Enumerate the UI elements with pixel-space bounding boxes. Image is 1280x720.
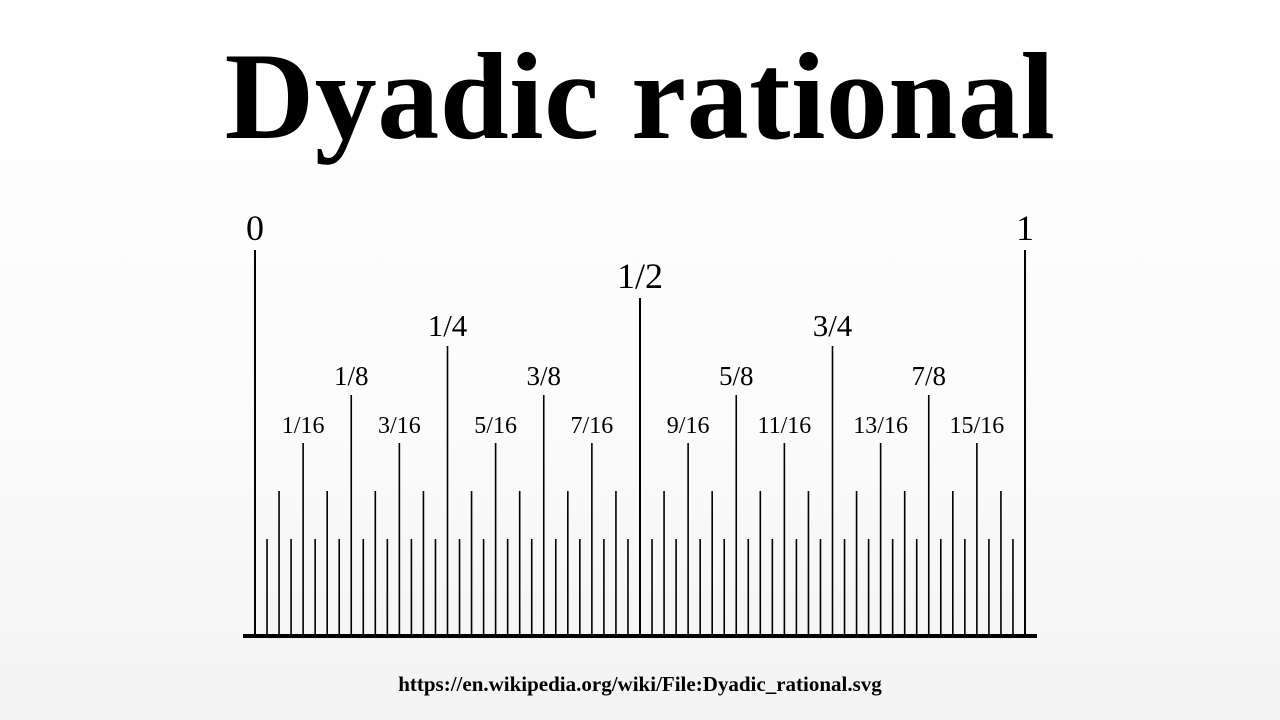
tick-label: 7/16 xyxy=(571,413,614,439)
tick-label: 3/16 xyxy=(378,413,421,439)
tick-label: 1 xyxy=(1016,208,1034,248)
page-title: Dyadic rational xyxy=(224,28,1056,165)
tick-label: 1/2 xyxy=(617,256,663,296)
tick-label: 15/16 xyxy=(950,413,1005,439)
tick-group xyxy=(254,250,1026,634)
tick-label: 13/16 xyxy=(853,413,908,439)
tick-label: 1/16 xyxy=(282,413,325,439)
tick-label: 1/8 xyxy=(334,361,369,391)
tick-label: 3/8 xyxy=(526,361,561,391)
tick-label: 5/16 xyxy=(474,413,517,439)
tick-label: 5/8 xyxy=(719,361,754,391)
tick-label: 11/16 xyxy=(757,413,811,439)
tick-label: 0 xyxy=(246,208,264,248)
tick-label: 7/8 xyxy=(911,361,946,391)
tick-label: 9/16 xyxy=(667,413,710,439)
tick-label: 1/4 xyxy=(428,308,468,343)
tick-label: 3/4 xyxy=(813,308,853,343)
source-url: https://en.wikipedia.org/wiki/File:Dyadi… xyxy=(398,672,882,696)
label-group: 0 1 1/2 1/4 3/4 1/8 3/8 5/8 7/8 1/16 3/16 5/16 7/16 9… xyxy=(246,208,1034,439)
